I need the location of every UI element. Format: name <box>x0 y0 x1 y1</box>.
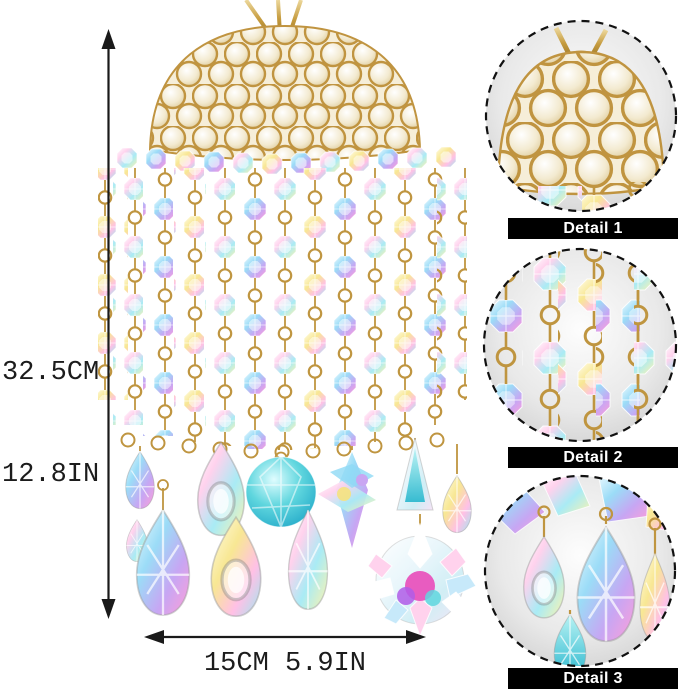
crystal-star <box>318 452 376 548</box>
bottom-crystals <box>126 437 477 638</box>
detail-3-label: Detail 3 <box>508 668 678 689</box>
crystal-drop <box>137 510 190 615</box>
height-dimension-arrow <box>101 29 116 619</box>
height-in-text: 12.8IN <box>2 460 100 490</box>
crystal-ball <box>245 451 317 530</box>
height-dimension-label: 32.5CM 12.8IN <box>2 288 99 560</box>
crystal-drop <box>126 452 155 509</box>
detail-2-label: Detail 2 <box>508 447 678 468</box>
detail-3-view <box>483 474 677 668</box>
detail-2-dashed-border <box>482 247 678 443</box>
crystal-cone <box>396 437 434 511</box>
crystal-drop <box>289 510 328 609</box>
chandelier-photo <box>98 0 477 638</box>
crystal-drop <box>443 476 472 533</box>
bead-strands <box>98 168 467 450</box>
width-dimension-label: 15CM 5.9IN <box>203 649 367 679</box>
connector-rings <box>120 432 445 460</box>
detail-3-dashed-border <box>483 474 677 668</box>
crystal-dome <box>148 24 422 161</box>
height-cm-text: 32.5CM <box>2 358 100 388</box>
width-dimension-arrow <box>144 630 426 644</box>
crystal-snowflake <box>365 522 477 638</box>
detail-1-dashed-border <box>484 19 678 213</box>
detail-2-view <box>482 247 678 443</box>
detail-1-view <box>484 19 678 213</box>
detail-1-label: Detail 1 <box>508 218 678 239</box>
